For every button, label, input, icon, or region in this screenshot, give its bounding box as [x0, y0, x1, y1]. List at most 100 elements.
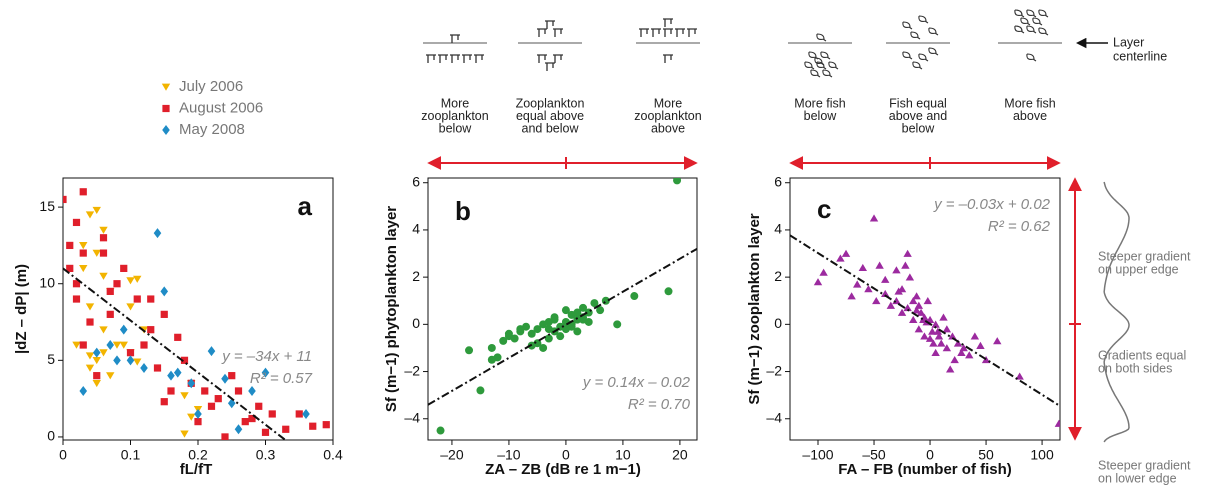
zooplankton-icon — [639, 28, 649, 37]
point — [510, 334, 519, 343]
y-tick-label: 10 — [39, 274, 55, 290]
point — [931, 348, 940, 357]
point — [79, 242, 88, 250]
point — [813, 278, 823, 286]
x-tick-label: 0 — [59, 447, 67, 463]
point — [167, 370, 175, 381]
point — [925, 334, 935, 342]
gradient-label: Steeper gradient — [1098, 458, 1191, 472]
zooplankton-icon — [450, 54, 460, 63]
point — [539, 343, 548, 352]
fish-icon — [1032, 17, 1043, 26]
point — [931, 320, 940, 328]
fish-icon — [928, 27, 939, 36]
diagram-label: Fish equal — [889, 96, 947, 110]
point — [234, 387, 243, 395]
point — [187, 413, 196, 421]
x-tick-label: 0 — [562, 447, 570, 463]
fish-icon — [918, 15, 929, 24]
point — [174, 333, 182, 341]
x-tick-label: 100 — [1030, 447, 1054, 463]
y-axis-title: Sf (m−1) phytoplankton layer — [383, 206, 400, 412]
zooplankton-icon — [537, 28, 547, 37]
y-axis-title: |dZ – dP| (m) — [13, 264, 30, 354]
point — [99, 326, 108, 334]
point — [561, 306, 570, 315]
fish-icon — [810, 69, 821, 78]
point — [72, 280, 81, 288]
point — [66, 264, 74, 272]
point — [85, 211, 95, 219]
point — [99, 234, 108, 242]
point — [903, 304, 912, 312]
point — [465, 346, 474, 355]
point — [72, 218, 81, 227]
point — [516, 325, 525, 334]
fit-r2: R² = 0.62 — [988, 218, 1051, 235]
y-tick-label: –2 — [404, 362, 420, 378]
diagram-label: above — [1013, 109, 1047, 123]
point — [841, 249, 851, 257]
x-tick-label: –50 — [862, 447, 886, 463]
fish-icon — [1026, 9, 1037, 18]
x-tick-label: 50 — [978, 447, 994, 463]
point — [886, 301, 896, 309]
fish-icon — [902, 21, 913, 30]
fish-icon — [910, 31, 921, 40]
point — [869, 214, 879, 222]
point — [302, 408, 310, 419]
y-tick-label: 5 — [47, 351, 55, 367]
point — [119, 324, 128, 335]
point — [950, 355, 959, 364]
point — [1015, 372, 1024, 380]
point — [99, 272, 108, 280]
point — [901, 261, 910, 269]
point — [221, 373, 229, 384]
y-tick-label: 2 — [774, 268, 782, 284]
point — [85, 352, 95, 360]
x-tick-label: –10 — [497, 447, 521, 463]
point — [140, 362, 148, 373]
diagram-label: More fish — [794, 96, 845, 110]
diagram-label: below — [439, 121, 473, 135]
point — [187, 378, 196, 389]
point — [819, 268, 828, 276]
fish-icon — [1014, 9, 1025, 18]
gradient-label: Gradients equal — [1098, 348, 1186, 362]
zooplankton-icon — [462, 54, 472, 63]
point — [133, 295, 141, 303]
point — [309, 422, 317, 430]
point — [630, 292, 639, 301]
zooplankton-icon — [651, 28, 661, 37]
y-tick-label: 0 — [774, 315, 782, 331]
fish-icon — [1026, 53, 1037, 62]
plot-frame — [427, 177, 698, 441]
point — [533, 325, 542, 334]
fit-r2: R² = 0.57 — [250, 370, 313, 387]
point — [86, 318, 94, 326]
y-tick-label: –4 — [766, 409, 782, 425]
zooplankton-icon — [537, 54, 547, 63]
fish-icon — [918, 53, 929, 62]
point — [167, 387, 175, 395]
zooplankton-icon — [545, 20, 555, 29]
zooplankton-icon — [663, 28, 673, 37]
point — [579, 303, 588, 312]
legend-label: May 2008 — [179, 121, 245, 138]
zooplankton-icon — [553, 28, 563, 37]
point — [112, 341, 122, 349]
panel-letter: a — [298, 191, 313, 221]
point — [946, 365, 955, 373]
diagram-label: More fish — [1004, 96, 1055, 110]
fish-icon — [1026, 25, 1037, 34]
point — [92, 206, 101, 214]
legend-label: July 2006 — [179, 78, 243, 95]
point — [295, 410, 303, 418]
point — [953, 339, 963, 347]
point — [99, 349, 108, 357]
point — [153, 228, 162, 239]
x-tick-label: 0.1 — [121, 447, 141, 463]
point — [881, 289, 890, 298]
